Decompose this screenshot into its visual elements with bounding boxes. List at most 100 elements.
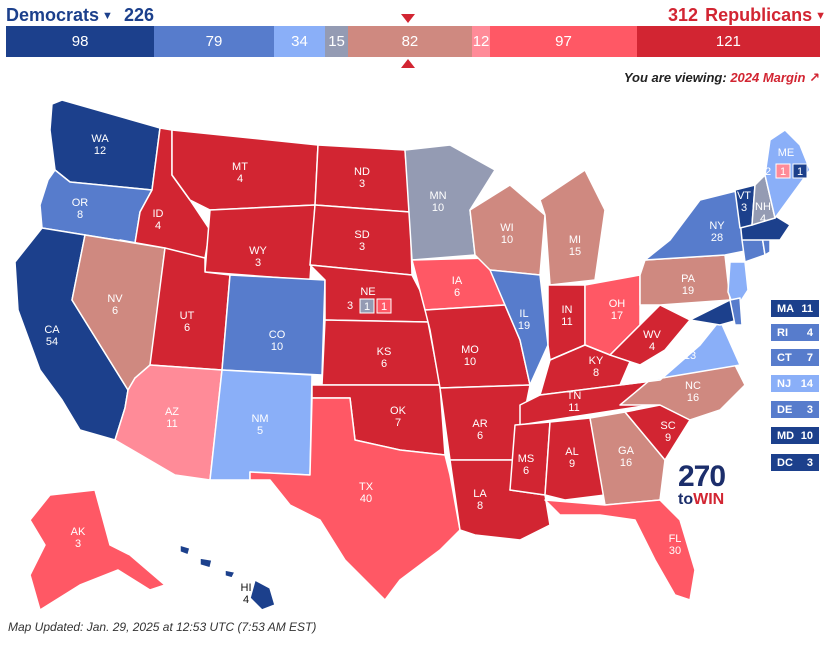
state-label-MI: MI bbox=[569, 234, 581, 246]
ev-WY: 3 bbox=[255, 257, 261, 269]
state-label-WY: WY bbox=[249, 245, 267, 257]
small-state-DC[interactable]: DC 3 bbox=[770, 453, 820, 472]
state-labels: WA 12 OR 8 CA 54 NV 6 ID 4 MT 4 WY 3 UT 6 AZ 11 C… bbox=[44, 133, 794, 606]
state-label-VT: VT bbox=[737, 190, 751, 202]
state-label-OR: OR bbox=[72, 197, 89, 209]
ev-CA: 54 bbox=[46, 336, 58, 348]
bar-segment[interactable]: 97 bbox=[490, 26, 637, 57]
state-label-KS: KS bbox=[377, 346, 392, 358]
bar-segment[interactable]: 98 bbox=[6, 26, 155, 57]
state-NY[interactable] bbox=[644, 189, 751, 261]
ev-ID: 4 bbox=[155, 220, 161, 232]
state-label-KY: KY bbox=[589, 355, 604, 367]
ev-UT: 6 bbox=[184, 322, 190, 334]
ev-NH: 4 bbox=[760, 213, 766, 225]
logo-win: WIN bbox=[693, 491, 725, 508]
bar-segment[interactable]: 121 bbox=[636, 26, 820, 57]
viewing-link[interactable]: 2024 Margin ↗ bbox=[730, 70, 820, 85]
republicans-label: Republicans bbox=[705, 5, 813, 25]
state-FL[interactable] bbox=[544, 499, 696, 601]
small-state-NJ[interactable]: NJ 14 bbox=[770, 374, 820, 393]
svg-text:MT4: MT 4 bbox=[232, 161, 248, 185]
caret-down-icon: ▼ bbox=[815, 10, 826, 22]
ne-district-1-box[interactable] bbox=[359, 298, 375, 314]
state-MI[interactable] bbox=[539, 169, 606, 286]
map-updated-text: Map Updated: Jan. 29, 2025 at 12:53 UTC … bbox=[8, 620, 317, 634]
small-state-MD[interactable]: MD 10 bbox=[770, 426, 820, 445]
ev-WI: 10 bbox=[501, 234, 513, 246]
bar-segment[interactable]: 15 bbox=[325, 26, 348, 57]
state-TX[interactable] bbox=[249, 397, 461, 601]
state-GA[interactable] bbox=[589, 411, 666, 506]
republicans-total: 312 bbox=[667, 5, 698, 25]
270towin-logo[interactable]: 270 toWIN bbox=[678, 462, 726, 508]
ev-TX: 40 bbox=[360, 493, 372, 505]
state-IL[interactable] bbox=[489, 269, 549, 386]
ev-CO: 10 bbox=[271, 341, 283, 353]
republicans-dropdown[interactable]: Republicans ▼ bbox=[705, 4, 826, 27]
ev-IN: 11 bbox=[561, 316, 572, 328]
small-state-RI[interactable]: RI 4 bbox=[770, 323, 820, 342]
svg-text:OK7: OK 7 bbox=[390, 405, 407, 429]
ev-FL: 30 bbox=[669, 545, 681, 557]
state-label-NC: NC bbox=[685, 380, 701, 392]
bar-segment[interactable]: 79 bbox=[154, 26, 274, 57]
ev-KS: 6 bbox=[381, 358, 387, 370]
ev-NC: 16 bbox=[687, 392, 699, 404]
electoral-header: Democrats ▼ 226 312 Republicans ▼ bbox=[6, 4, 826, 26]
me-district-1-box[interactable] bbox=[775, 163, 791, 179]
ne-district-2-box[interactable] bbox=[376, 298, 392, 314]
caret-down-icon: ▼ bbox=[102, 10, 113, 22]
ev-MT: 4 bbox=[237, 173, 243, 185]
svg-text:KS6: KS 6 bbox=[377, 346, 392, 370]
svg-text:HI4: HI 4 bbox=[241, 582, 252, 606]
state-HI-islands[interactable] bbox=[179, 544, 236, 579]
ev-MO: 10 bbox=[464, 356, 476, 368]
bar-segment[interactable]: 82 bbox=[347, 26, 472, 57]
viewing-prefix: You are viewing: bbox=[623, 70, 727, 85]
state-label-SC: SC bbox=[660, 420, 675, 432]
bar-segment[interactable]: 34 bbox=[273, 26, 326, 57]
ev-AR: 6 bbox=[477, 430, 483, 442]
democrats-dropdown[interactable]: Democrats ▼ bbox=[6, 4, 113, 27]
state-label-AR: AR bbox=[472, 418, 487, 430]
state-label-FL: FL bbox=[669, 533, 682, 545]
state-label-NY: NY bbox=[709, 220, 725, 232]
ev-SD: 3 bbox=[359, 241, 365, 253]
state-label-NE: NE bbox=[360, 286, 375, 298]
small-state-CT[interactable]: CT 7 bbox=[770, 348, 820, 367]
ev-VT: 3 bbox=[741, 202, 747, 214]
ev-NY: 28 bbox=[711, 232, 723, 244]
ev-WV: 4 bbox=[649, 341, 655, 353]
state-NJ[interactable] bbox=[727, 261, 749, 311]
state-DE[interactable] bbox=[729, 297, 743, 326]
state-label-CO: CO bbox=[269, 329, 286, 341]
state-label-WI: WI bbox=[500, 222, 513, 234]
me-district-boxes: 2 1 1 bbox=[765, 163, 808, 179]
state-AK[interactable] bbox=[29, 489, 166, 611]
ev-IA: 6 bbox=[454, 287, 460, 299]
svg-text:NV6: NV 6 bbox=[107, 293, 123, 317]
ev-NM: 5 bbox=[257, 425, 263, 437]
small-state-MA[interactable]: MA 11 bbox=[770, 299, 820, 318]
svg-text:ND3: ND 3 bbox=[354, 166, 370, 190]
small-state-DE[interactable]: DE 3 bbox=[770, 400, 820, 419]
ev-GA: 16 bbox=[620, 457, 632, 469]
svg-text:KY8: KY 8 bbox=[589, 355, 604, 379]
bar-segment[interactable]: 12 bbox=[471, 26, 491, 57]
me-district-2-box[interactable] bbox=[792, 163, 808, 179]
state-CO[interactable] bbox=[221, 274, 326, 376]
svg-text:VT3: VT 3 bbox=[737, 190, 751, 214]
state-label-MN: MN bbox=[429, 190, 446, 202]
state-AL[interactable] bbox=[544, 417, 606, 501]
majority-marker-top-icon bbox=[401, 14, 415, 23]
state-HI[interactable] bbox=[249, 579, 276, 611]
